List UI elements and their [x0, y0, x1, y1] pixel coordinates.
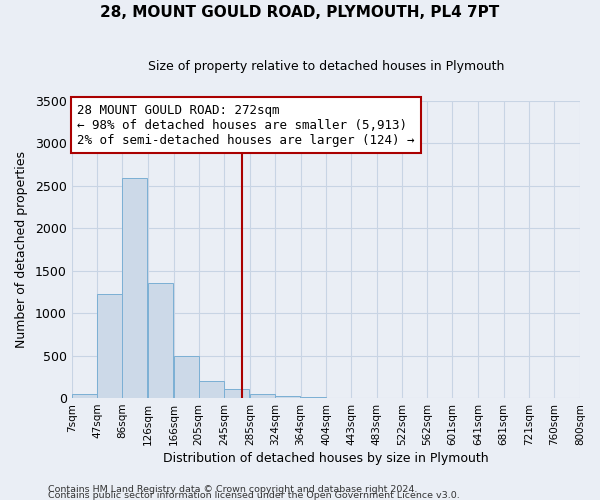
Y-axis label: Number of detached properties: Number of detached properties — [15, 151, 28, 348]
Bar — [250, 394, 275, 398]
Bar — [71, 394, 97, 398]
Bar — [173, 356, 199, 398]
Title: Size of property relative to detached houses in Plymouth: Size of property relative to detached ho… — [148, 60, 504, 73]
Bar — [224, 388, 249, 398]
Text: Contains public sector information licensed under the Open Government Licence v3: Contains public sector information licen… — [48, 491, 460, 500]
Bar — [122, 178, 148, 398]
Bar — [199, 381, 224, 398]
Text: 28 MOUNT GOULD ROAD: 272sqm
← 98% of detached houses are smaller (5,913)
2% of s: 28 MOUNT GOULD ROAD: 272sqm ← 98% of det… — [77, 104, 414, 146]
Text: 28, MOUNT GOULD ROAD, PLYMOUTH, PL4 7PT: 28, MOUNT GOULD ROAD, PLYMOUTH, PL4 7PT — [100, 5, 500, 20]
Bar — [97, 294, 122, 398]
Bar — [301, 397, 326, 398]
Bar — [275, 396, 300, 398]
Bar — [148, 284, 173, 398]
Text: Contains HM Land Registry data © Crown copyright and database right 2024.: Contains HM Land Registry data © Crown c… — [48, 485, 418, 494]
X-axis label: Distribution of detached houses by size in Plymouth: Distribution of detached houses by size … — [163, 452, 488, 465]
